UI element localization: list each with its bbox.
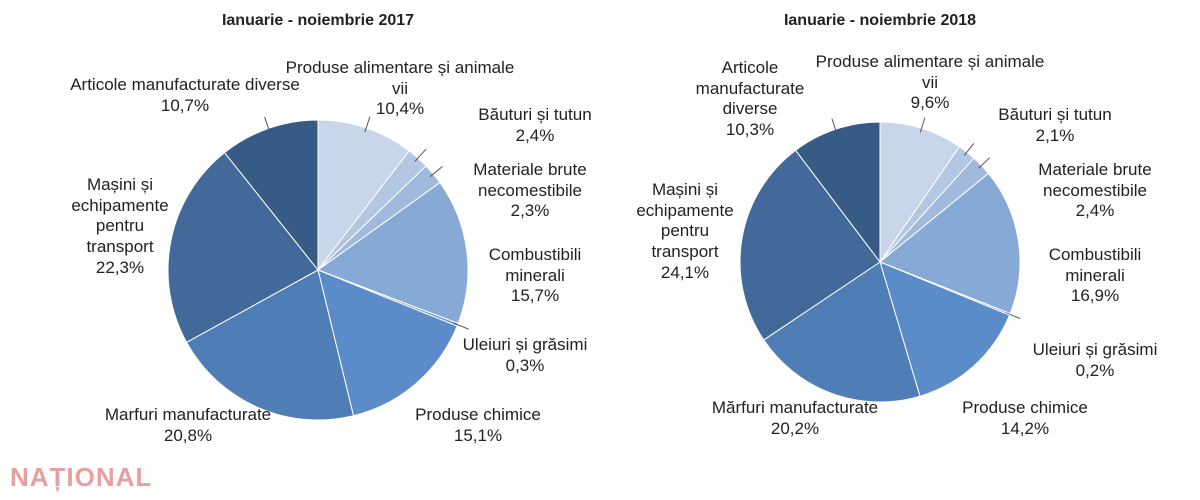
slice-label: Marfuri manufacturate 20,8% — [103, 405, 273, 446]
leader-line — [453, 322, 469, 330]
value-label: 2,3% — [510, 201, 550, 221]
slice-label: Băuturi și tutun 2,4% — [460, 105, 610, 146]
chart-title: Ianuarie - noiembrie 2018 — [783, 12, 977, 29]
value-label: 10,4% — [375, 99, 425, 119]
category-label: Băuturi și tutun — [478, 105, 592, 124]
value-label: 16,9% — [1070, 286, 1120, 306]
category-label: Mașini și echipamente pentru transport — [71, 175, 169, 257]
category-label: Produse chimice — [962, 398, 1088, 417]
value-label: 22,3% — [95, 257, 145, 277]
slice-label: Combustibili minerali 16,9% — [1025, 245, 1165, 307]
value-label: 15,7% — [510, 286, 560, 306]
category-label: Marfuri manufacturate — [104, 405, 272, 424]
slice-label: Uleiuri și grăsimi 0,3% — [430, 335, 620, 376]
category-label: Produse chimice — [415, 405, 541, 424]
category-label: Combustibili minerali — [488, 245, 582, 285]
value-label: 2,1% — [1035, 125, 1075, 145]
chart-title: Ianuarie - noiembrie 2017 — [221, 12, 415, 29]
pie-slice — [185, 269, 355, 421]
value-label: 14,2% — [1000, 418, 1050, 438]
value-label: 20,8% — [163, 425, 213, 445]
slice-label: Produse alimentare și animale vii 10,4% — [280, 58, 520, 120]
category-label: Combustibili minerali — [1048, 245, 1142, 285]
slice-label: Mărfuri manufacturate 20,2% — [710, 398, 880, 439]
category-label: Materiale brute necomestibile — [1038, 160, 1152, 200]
slice-label: Materiale brute necomestibile 2,4% — [1015, 160, 1175, 222]
slice-label: Combustibili minerali 15,7% — [465, 245, 605, 307]
category-label: Băuturi și tutun — [998, 105, 1112, 124]
category-label: Mașini și echipamente pentru transport — [636, 180, 734, 262]
value-label: 0,2% — [1075, 360, 1115, 380]
value-label: 2,4% — [515, 125, 555, 145]
slice-label: Produse alimentare și animale vii 9,6% — [810, 52, 1050, 114]
value-label: 20,2% — [770, 418, 820, 438]
slice-label: Mașini și echipamente pentru transport 24… — [628, 180, 743, 284]
leader-line — [264, 116, 271, 133]
value-label: 9,6% — [910, 93, 950, 113]
slice-label: Articole manufacturate diverse 10,7% — [65, 75, 305, 116]
category-label: Articole manufacturate diverse — [70, 75, 300, 94]
pie-slice — [763, 261, 921, 403]
leader-line — [831, 118, 838, 134]
value-label: 15,1% — [453, 425, 503, 445]
pie-slice — [317, 269, 458, 417]
category-label: Produse alimentare și animale vii — [815, 52, 1045, 92]
category-label: Articole manufacturate diverse — [695, 58, 805, 119]
slice-label: Băuturi și tutun 2,1% — [980, 105, 1130, 146]
value-label: 0,3% — [505, 355, 545, 375]
value-label: 10,7% — [160, 95, 210, 115]
pie-slice — [167, 151, 319, 343]
slice-label: Produse chimice 14,2% — [925, 398, 1125, 439]
value-label: 24,1% — [660, 262, 710, 282]
category-label: Materiale brute necomestibile — [473, 160, 587, 200]
value-label: 2,4% — [1075, 201, 1115, 221]
category-label: Produse alimentare și animale vii — [285, 58, 515, 98]
slice-label: Articole manufacturate diverse 10,3% — [680, 58, 820, 141]
slice-label: Materiale brute necomestibile 2,3% — [445, 160, 615, 222]
category-label: Uleiuri și grăsimi — [1032, 340, 1158, 359]
pie-slice — [879, 261, 1011, 397]
pie-slice — [739, 149, 881, 341]
slice-label: Uleiuri și grăsimi 0,2% — [1005, 340, 1185, 381]
slice-label: Mașini și echipamente pentru transport 22… — [65, 175, 175, 279]
watermark: NAȚIONAL — [10, 462, 153, 492]
value-label: 10,3% — [725, 120, 775, 140]
leader-line — [364, 116, 371, 133]
leader-line — [1005, 312, 1021, 320]
leader-line — [414, 148, 427, 162]
category-label: Mărfuri manufacturate — [711, 398, 879, 417]
category-label: Uleiuri și grăsimi — [462, 335, 588, 354]
leader-line — [919, 117, 926, 133]
slice-label: Produse chimice 15,1% — [378, 405, 578, 446]
leader-line — [429, 165, 443, 178]
pie-slice — [879, 172, 1021, 315]
leader-line — [963, 143, 975, 156]
leader-line — [978, 157, 990, 169]
pie-slice — [316, 181, 469, 325]
